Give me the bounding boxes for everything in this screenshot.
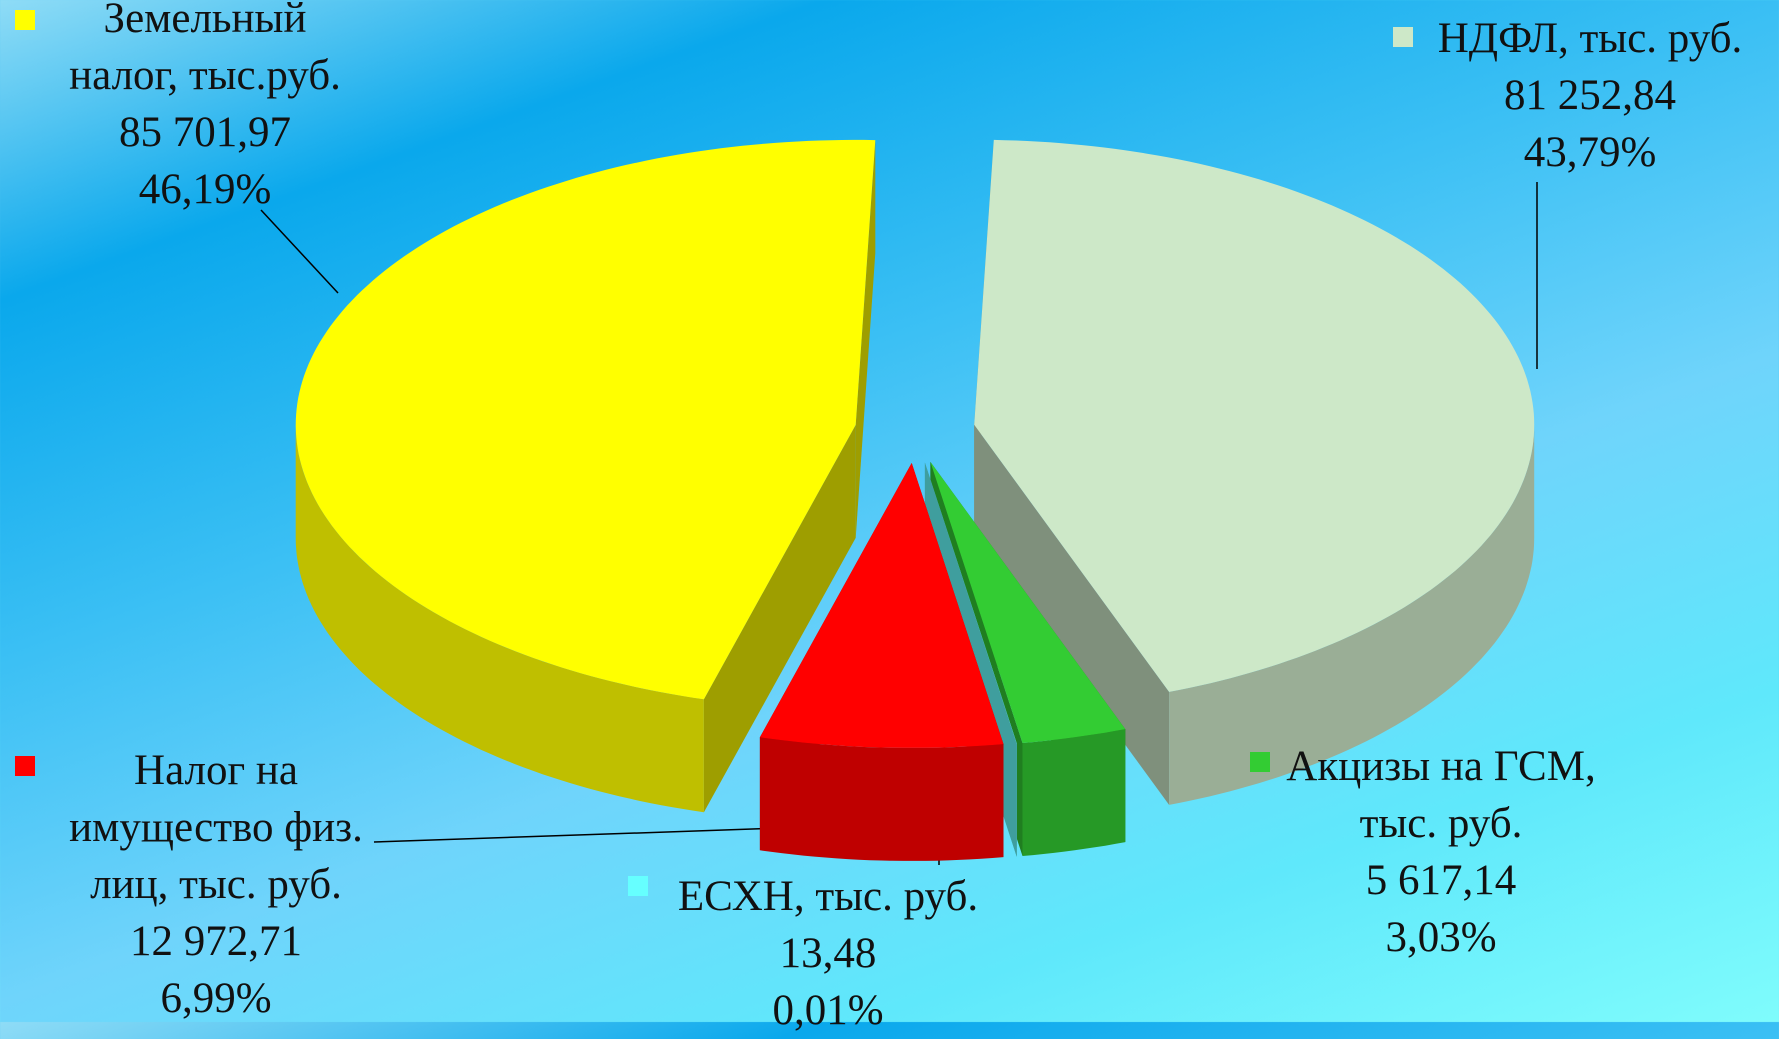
category-label: Акцизы на ГСМ, тыс. руб. <box>1281 738 1601 852</box>
category-label: ЕСХН, тыс. руб. <box>628 868 1028 925</box>
value-label: 5 617,14 <box>1281 852 1601 909</box>
percent-label: 46,19% <box>45 161 365 218</box>
value-label: 85 701,97 <box>45 104 365 161</box>
category-label: НДФЛ, тыс. руб. <box>1400 10 1779 67</box>
category-label: Земельный налог, тыс.руб. <box>45 0 365 104</box>
legend-swatch <box>15 756 35 776</box>
leader-line <box>261 210 338 293</box>
percent-label: 0,01% <box>628 982 1028 1039</box>
percent-label: 43,79% <box>1400 124 1779 181</box>
legend-swatch <box>1250 752 1270 772</box>
value-label: 13,48 <box>628 925 1028 982</box>
legend-swatch <box>15 10 35 30</box>
slice-wall <box>760 737 1004 861</box>
category-label: Налог на имущество физ. лиц, тыс. руб. <box>41 742 391 913</box>
slice-wall <box>1023 729 1126 856</box>
percent-label: 3,03% <box>1281 909 1601 966</box>
leader-line <box>374 828 783 842</box>
data-label: Налог на имущество физ. лиц, тыс. руб.12… <box>41 742 391 1027</box>
value-label: 12 972,71 <box>41 913 391 970</box>
percent-label: 6,99% <box>41 970 391 1027</box>
value-label: 81 252,84 <box>1400 67 1779 124</box>
